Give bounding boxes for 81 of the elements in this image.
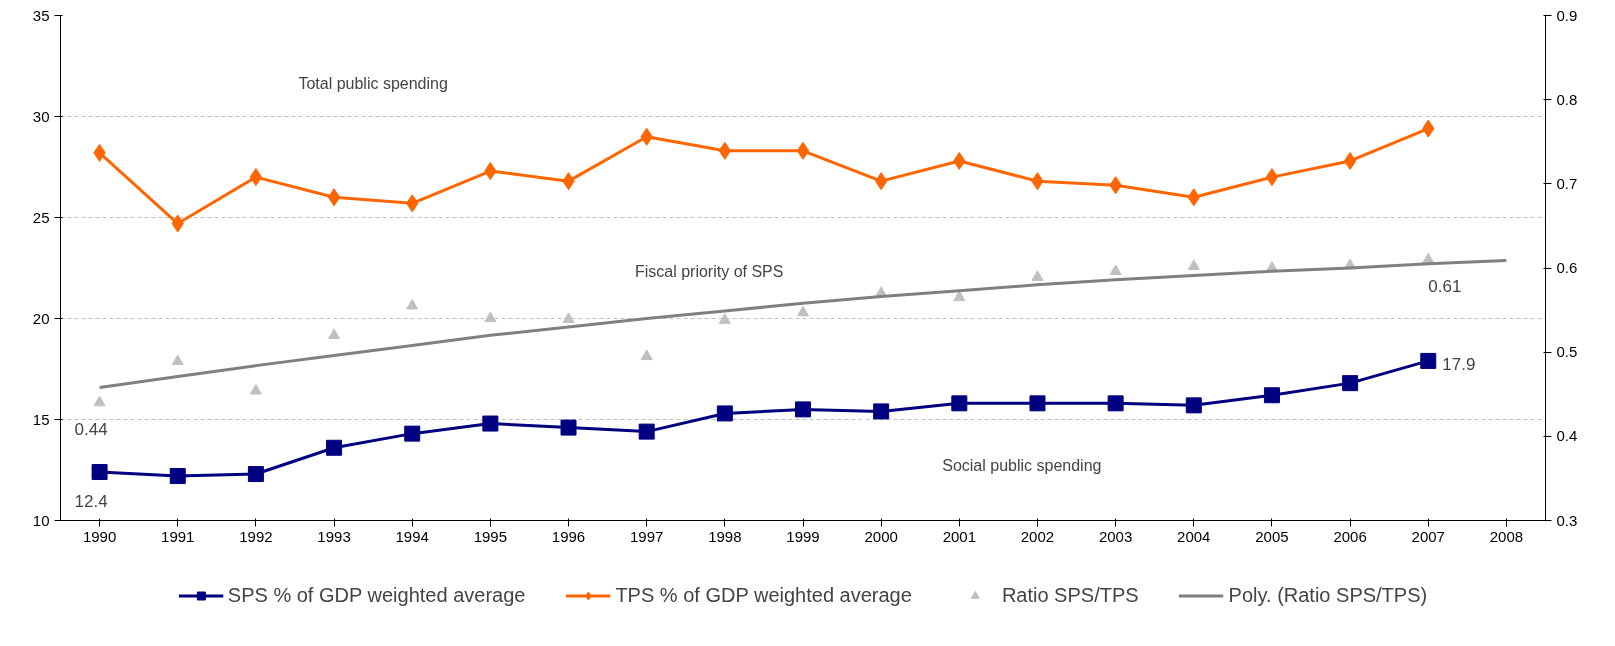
point (1187, 259, 1200, 270)
legend-label: Ratio SPS/TPS (1001, 583, 1139, 607)
point (1107, 395, 1124, 412)
x-tick-label: 2002 (1020, 527, 1055, 545)
legend-label: SPS % of GDP weighted average (227, 583, 526, 607)
x-tick-label: 2007 (1411, 527, 1445, 545)
x-tick-label: 2008 (1489, 527, 1524, 545)
point (640, 349, 653, 361)
point (326, 439, 343, 456)
x-tick-label: 1991 (161, 527, 195, 545)
x-tick-label: 1996 (551, 527, 586, 545)
x-tick-label: 2001 (942, 527, 977, 545)
y2-tick-label: 0.4 (1556, 427, 1578, 445)
point (247, 466, 264, 483)
y-tick-label: 35 (32, 6, 50, 24)
point (874, 172, 888, 191)
x-tick-label: 2004 (1177, 527, 1211, 545)
y2-tick-label: 0.8 (1556, 90, 1578, 108)
x-tick-label: 2003 (1098, 527, 1133, 545)
point (91, 464, 108, 481)
y-tick-label: 10 (32, 511, 50, 529)
point (562, 312, 575, 324)
point (716, 405, 733, 422)
point (560, 419, 577, 436)
annotation: Fiscal priority of SPS (634, 263, 784, 281)
y-tick-label: 30 (32, 107, 50, 125)
x-tick-label: 1999 (786, 527, 820, 545)
annotation: Social public spending (942, 457, 1102, 475)
point (1031, 270, 1044, 281)
point (482, 415, 499, 432)
legend-label: TPS % of GDP weighted average (615, 583, 912, 607)
y2-tick-label: 0.3 (1556, 511, 1578, 529)
point (873, 403, 890, 420)
point (795, 401, 811, 418)
point (638, 423, 655, 440)
data-label: 0.61 (1428, 276, 1462, 296)
point (718, 141, 732, 160)
point (1263, 387, 1280, 404)
x-tick-label: 2000 (864, 527, 898, 545)
y2-tick-label: 0.9 (1556, 6, 1578, 24)
point (171, 354, 184, 366)
x-tick-label: 1997 (630, 527, 664, 545)
y2-tick-label: 0.6 (1556, 259, 1578, 276)
point (93, 395, 106, 407)
point (1029, 395, 1046, 412)
point (406, 299, 419, 310)
point (1185, 397, 1202, 414)
x-tick-label: 1994 (395, 527, 429, 545)
data-label: 17.9 (1442, 354, 1476, 374)
point (1265, 168, 1279, 187)
legend-label: Poly. (Ratio SPS/TPS) (1228, 583, 1428, 607)
y-tick-label: 20 (32, 309, 50, 327)
y2-tick-label: 0.7 (1556, 174, 1578, 192)
point (1342, 375, 1359, 392)
data-label: 0.44 (74, 419, 108, 439)
point (404, 425, 421, 442)
x-tick-label: 2005 (1255, 527, 1289, 545)
x-tick-label: 1998 (708, 527, 742, 545)
point (249, 168, 263, 187)
point (249, 384, 262, 395)
point (1109, 264, 1122, 276)
data-label: 12.4 (74, 492, 108, 512)
x-tick-label: 1992 (239, 527, 273, 545)
x-tick-label: 2006 (1333, 527, 1367, 545)
point (718, 313, 731, 324)
x-tick-label: 1990 (82, 527, 117, 545)
point (327, 188, 341, 207)
annotation: Total public spending (298, 75, 448, 93)
point (1420, 352, 1437, 369)
point (796, 141, 810, 160)
point (169, 468, 186, 485)
y-tick-label: 25 (32, 208, 50, 226)
point (1343, 151, 1357, 170)
point (951, 395, 968, 412)
y-tick-label: 15 (32, 410, 50, 428)
point (484, 311, 497, 323)
x-tick-label: 1995 (473, 527, 508, 545)
y2-tick-label: 0.5 (1556, 343, 1578, 361)
point (328, 328, 341, 340)
x-tick-label: 1993 (317, 527, 351, 545)
point (797, 305, 809, 317)
